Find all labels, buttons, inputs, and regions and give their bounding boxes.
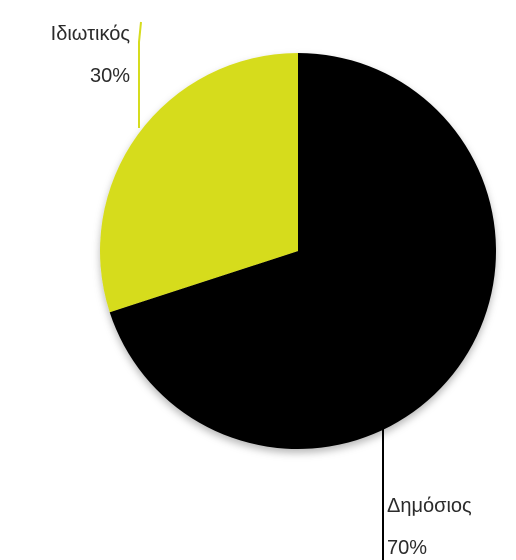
slice-label-private-value: 30% <box>90 65 130 87</box>
pie-slice-public <box>109 53 496 450</box>
pie-slices <box>99 53 496 450</box>
slice-label-private-name: Ιδιωτικός <box>51 23 131 45</box>
slice-labels: Ιδιωτικός 30% Δημόσιος 70% <box>51 23 472 559</box>
leader-line-private <box>138 21 142 128</box>
slice-label-public-name: Δημόσιος <box>387 495 472 517</box>
pie-slice-private <box>99 53 298 313</box>
slice-label-public-value: 70% <box>387 537 427 559</box>
leader-lines <box>138 21 384 560</box>
